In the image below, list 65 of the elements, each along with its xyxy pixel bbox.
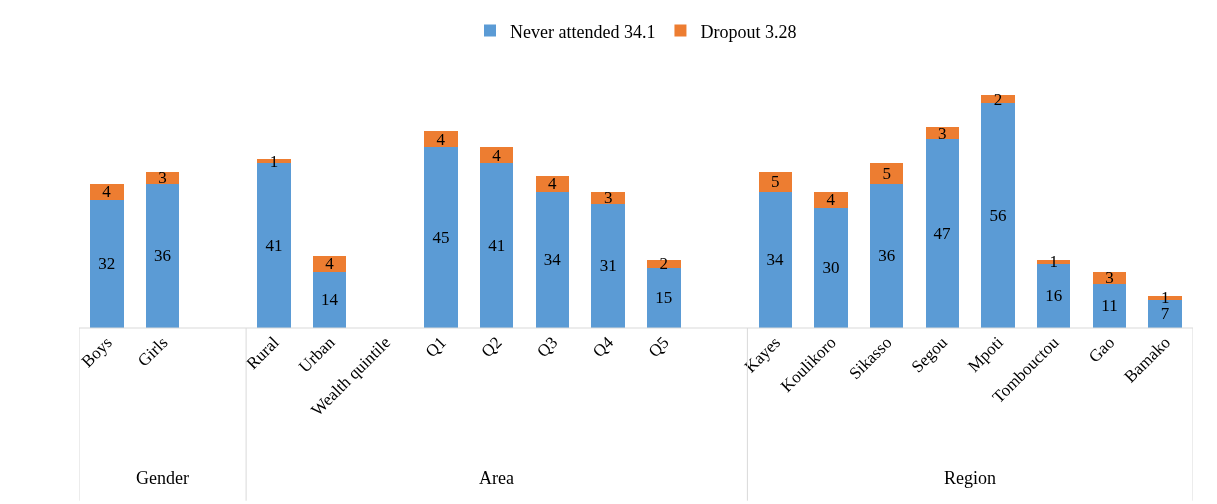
text: Area bbox=[479, 468, 514, 488]
data-label: 47 bbox=[933, 224, 952, 244]
bar bbox=[312, 271, 347, 328]
bar bbox=[814, 207, 848, 328]
text: Region bbox=[944, 468, 996, 488]
data-label: 3 bbox=[1105, 268, 1114, 288]
data-label: 5 bbox=[882, 164, 891, 184]
bar bbox=[869, 163, 904, 184]
data-label: 36 bbox=[154, 246, 172, 266]
data-label: 4 bbox=[492, 145, 502, 165]
x-tick-label: Q3 bbox=[533, 332, 562, 362]
data-label: 31 bbox=[599, 256, 617, 276]
data-label: 36 bbox=[878, 246, 896, 266]
data-label: 56 bbox=[989, 206, 1007, 226]
data-label: 4 bbox=[102, 182, 112, 202]
bar bbox=[145, 183, 180, 328]
x-tick-label: Q5 bbox=[644, 332, 673, 362]
data-label: 11 bbox=[1101, 296, 1118, 316]
bar bbox=[925, 139, 960, 328]
bar bbox=[869, 183, 904, 328]
data-label: 3 bbox=[938, 123, 947, 143]
data-label: 3 bbox=[158, 168, 167, 188]
data-label: 4 bbox=[826, 190, 836, 210]
x-tick-label: Q4 bbox=[588, 332, 618, 362]
data-label: 4 bbox=[436, 129, 446, 149]
bar bbox=[591, 203, 625, 328]
data-label: 30 bbox=[822, 258, 840, 278]
bar bbox=[480, 163, 514, 328]
bar bbox=[647, 259, 681, 268]
data-label: 41 bbox=[265, 236, 283, 256]
x-tick-label: Girls bbox=[133, 332, 172, 371]
x-tick-label: Gao bbox=[1084, 332, 1119, 367]
legend-label: Never attended 34.1 bbox=[510, 21, 656, 42]
bar bbox=[981, 103, 1015, 328]
data-label: 1 bbox=[1049, 252, 1058, 272]
data-label: 15 bbox=[655, 288, 673, 308]
data-label: 41 bbox=[488, 236, 506, 256]
data-label: 5 bbox=[771, 172, 780, 192]
bar bbox=[758, 171, 792, 192]
data-label: 4 bbox=[325, 254, 335, 274]
data-label: 34 bbox=[766, 250, 784, 270]
bar bbox=[424, 147, 458, 328]
data-label: 3 bbox=[603, 188, 613, 208]
text: Gender bbox=[136, 468, 189, 488]
bar bbox=[758, 191, 792, 328]
legend-label: Dropout 3.28 bbox=[700, 21, 797, 42]
data-label: 34 bbox=[543, 250, 562, 270]
bar bbox=[1092, 283, 1127, 328]
data-label: 32 bbox=[98, 254, 116, 274]
x-tick-label: Q2 bbox=[477, 332, 506, 362]
bar bbox=[90, 199, 124, 328]
bar bbox=[647, 267, 681, 328]
x-tick-label: Q1 bbox=[421, 332, 450, 362]
bar bbox=[424, 131, 458, 148]
bar bbox=[535, 191, 570, 328]
bar bbox=[814, 191, 848, 208]
data-label: 45 bbox=[432, 228, 450, 248]
bar bbox=[480, 147, 514, 164]
data-label: 16 bbox=[1045, 286, 1063, 306]
bar bbox=[981, 95, 1015, 104]
bar bbox=[90, 183, 124, 200]
bar bbox=[312, 255, 347, 272]
data-label: 14 bbox=[320, 290, 339, 310]
data-label: 1 bbox=[269, 151, 279, 171]
data-label: 4 bbox=[547, 174, 557, 194]
